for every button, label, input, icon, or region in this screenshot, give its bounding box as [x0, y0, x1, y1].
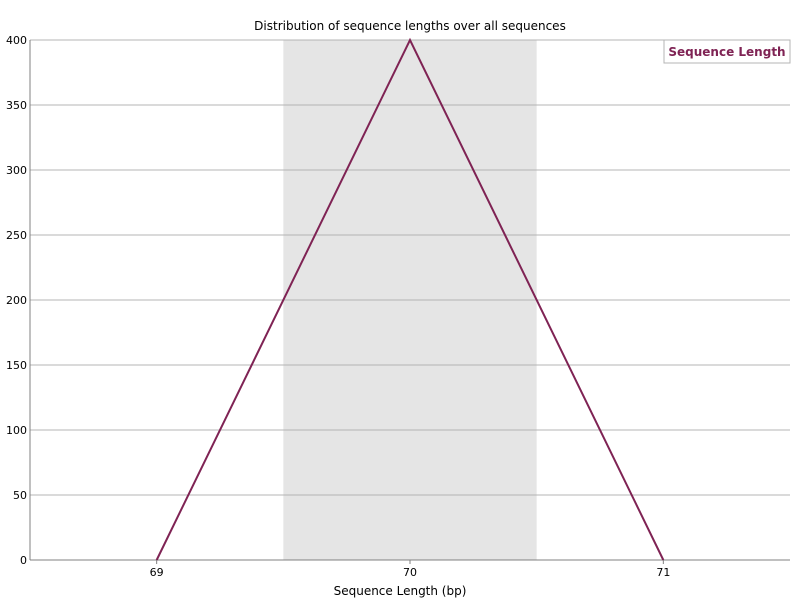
y-tick-label-0: 0 [20, 554, 27, 567]
y-tick-label-350: 350 [6, 99, 27, 112]
x-tick-label-69: 69 [150, 566, 164, 579]
x-tick-label-70: 70 [403, 566, 417, 579]
y-tick-label-400: 400 [6, 34, 27, 47]
x-axis-label: Sequence Length (bp) [334, 584, 467, 598]
legend: Sequence Length [664, 40, 790, 63]
y-tick-label-200: 200 [6, 294, 27, 307]
y-tick-label-150: 150 [6, 359, 27, 372]
y-tick-labels: 0 50 100 150 200 250 300 350 400 [6, 34, 27, 567]
y-tick-label-250: 250 [6, 229, 27, 242]
x-tick-labels: 69 70 71 [150, 560, 671, 579]
y-tick-label-300: 300 [6, 164, 27, 177]
y-tick-label-50: 50 [13, 489, 27, 502]
legend-entry-sequence-length: Sequence Length [668, 45, 785, 59]
y-tick-label-100: 100 [6, 424, 27, 437]
chart-title: Distribution of sequence lengths over al… [254, 19, 566, 33]
x-tick-label-71: 71 [656, 566, 670, 579]
